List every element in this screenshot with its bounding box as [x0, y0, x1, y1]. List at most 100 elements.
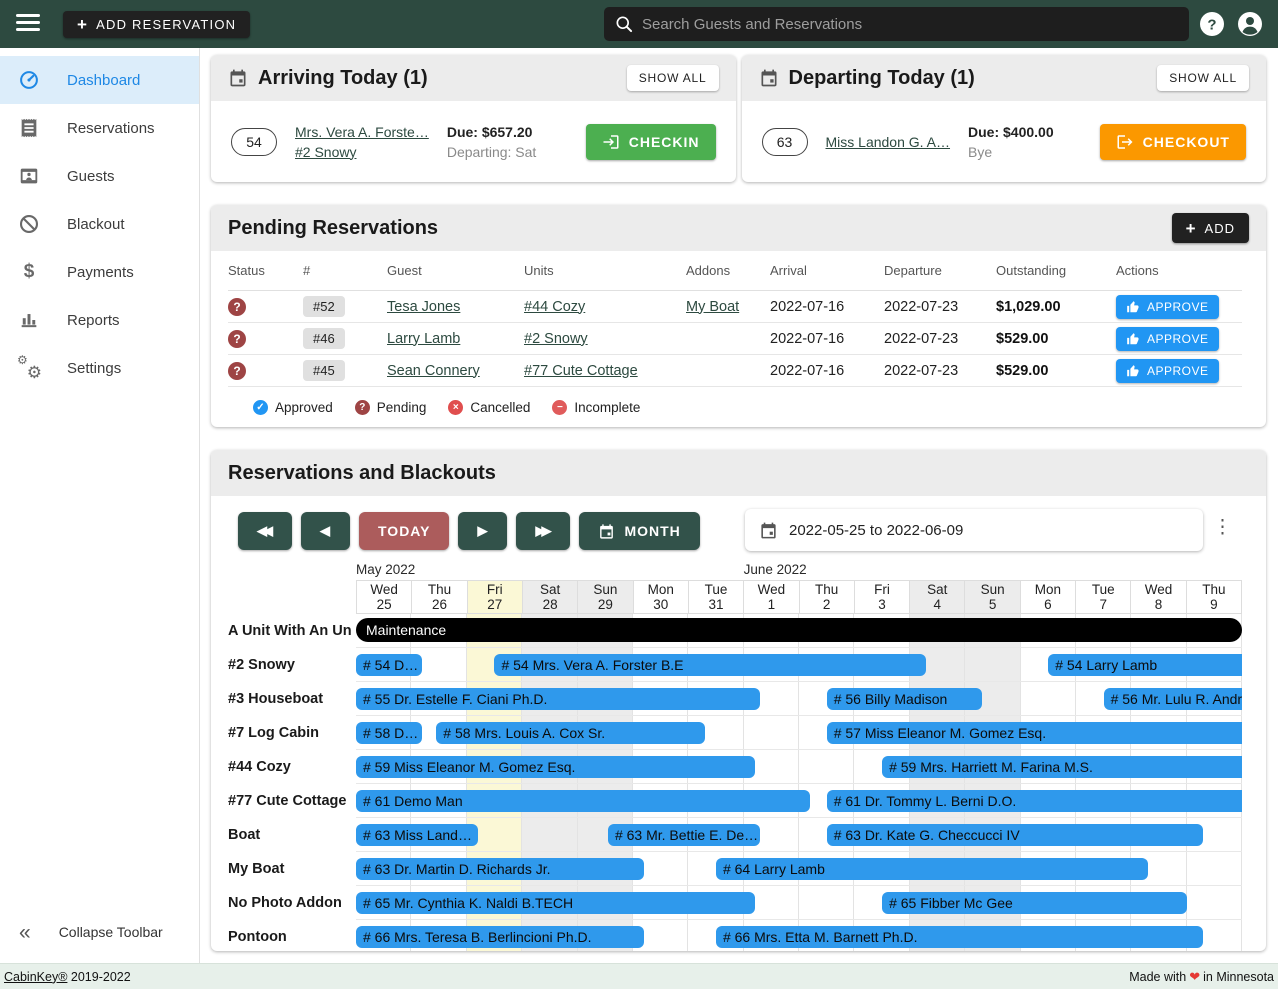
legend-item-cancelled: × Cancelled [448, 399, 530, 415]
reservation-bar[interactable]: # 63 Mr. Bettie E. De… [607, 824, 761, 846]
reservation-bar[interactable]: # 65 Fibber Mc Gee [882, 892, 1187, 914]
approve-button[interactable]: APPROVE [1116, 358, 1219, 383]
calendar-row: #7 Log Cabin # 58 D… # 58 Mrs. Louis A. Co… [228, 716, 1242, 750]
row-track: # 65 Mr. Cynthia K. Naldi B.TECH # 65 Fib… [356, 886, 1242, 920]
day-header-tue-31: Tue 31 [688, 580, 745, 614]
status-pending-icon: ? [228, 297, 246, 316]
departing-show-all-button[interactable]: SHOW ALL [1157, 65, 1249, 91]
sidebar-item-reservations[interactable]: Reservations [0, 104, 199, 152]
row-track: # 59 Miss Eleanor M. Gomez Esq. # 59 Mrs.… [356, 750, 1242, 784]
guest-link[interactable]: Tesa Jones [387, 298, 461, 315]
month-view-button[interactable]: MONTH [579, 512, 700, 550]
column-header-actions: Actions [1116, 263, 1159, 278]
arriving-guest-link[interactable]: Mrs. Vera A. Forste… [295, 123, 429, 140]
reservation-number-chip[interactable]: #52 [303, 296, 345, 317]
today-button[interactable]: TODAY [359, 512, 450, 550]
reservation-bar[interactable]: # 56 Billy Madison [826, 688, 982, 710]
guest-link[interactable]: Larry Lamb [387, 330, 461, 347]
reservation-bar[interactable]: # 58 Mrs. Louis A. Cox Sr. [436, 722, 705, 744]
reservation-bar[interactable]: # 63 Dr. Martin D. Richards Jr. [356, 858, 644, 880]
reservation-bar[interactable]: # 63 Miss Land… [356, 824, 478, 846]
unit-link[interactable]: #44 Cozy [524, 298, 586, 315]
reservation-number-pill[interactable]: 54 [231, 127, 277, 156]
help-icon[interactable]: ? [1199, 11, 1225, 37]
column-header-units: Units [524, 263, 554, 278]
column-header-arrival: Arrival [770, 263, 807, 278]
checkout-button[interactable]: CHECKOUT [1099, 123, 1246, 160]
addon-link[interactable]: My Boat [686, 298, 740, 315]
collapse-chevrons-icon: « [19, 920, 31, 944]
legend-item-pending: ? Pending [354, 399, 426, 415]
backward-button[interactable]: ◀ [301, 512, 350, 550]
reservation-bar[interactable]: # 56 Mr. Lulu R. Andr [1103, 688, 1242, 710]
account-icon[interactable] [1237, 11, 1263, 37]
status-incomplete-icon: − [552, 399, 568, 415]
fast-backward-button[interactable]: ◀◀ [238, 512, 292, 550]
departing-guest-link[interactable]: Miss Landon G. A… [825, 133, 951, 150]
forward-icon: ▶ [477, 523, 489, 538]
reservation-bar[interactable]: # 54 D… [356, 654, 423, 676]
reservation-bar[interactable]: # 65 Mr. Cynthia K. Naldi B.TECH [356, 892, 755, 914]
arriving-today-card: Arriving Today (1) SHOW ALL 54 Mrs. Vera… [211, 55, 736, 182]
unit-label: Pontoon [228, 929, 287, 945]
forward-button[interactable]: ▶ [458, 512, 508, 550]
grid-column [799, 614, 855, 951]
status-pending-icon: ? [228, 361, 246, 380]
unit-label: #7 Log Cabin [228, 725, 320, 741]
pending-reservations-card: Pending Reservations + ADD Status # Guest U… [211, 205, 1266, 427]
reservation-number-chip[interactable]: #46 [303, 328, 345, 349]
reservation-bar[interactable]: # 58 D… [356, 722, 423, 744]
reservation-number-pill[interactable]: 63 [761, 127, 808, 156]
row-track: # 63 Miss Land… # 63 Mr. Bettie E. De… # 6… [356, 818, 1242, 852]
day-header-thu-26: Thu 26 [412, 580, 468, 614]
reservation-number-chip[interactable]: #45 [303, 360, 345, 381]
approve-button[interactable]: APPROVE [1116, 294, 1219, 319]
date-range-input-box[interactable] [745, 509, 1203, 551]
reservation-bar[interactable]: # 57 Miss Eleanor M. Gomez Esq. [826, 722, 1242, 744]
kebab-menu-icon[interactable]: ⋮ [1213, 517, 1232, 538]
add-pending-reservation-button[interactable]: + ADD [1171, 213, 1249, 243]
sidebar-item-blackout[interactable]: Blackout [0, 200, 199, 248]
sidebar-item-settings[interactable]: ⚙ ⚙ Settings [0, 344, 199, 392]
approve-button[interactable]: APPROVE [1116, 326, 1219, 351]
date-range-input[interactable] [789, 521, 1189, 539]
add-reservation-button[interactable]: + ADD RESERVATION [63, 11, 251, 38]
reservation-bar[interactable]: # 61 Demo Man [356, 790, 811, 812]
fast-forward-button[interactable]: ▶▶ [516, 512, 571, 550]
reservation-bar[interactable]: # 61 Dr. Tommy L. Berni D.O. [826, 790, 1242, 812]
reservation-bar[interactable]: # 66 Mrs. Teresa B. Berlincioni Ph.D. [356, 926, 644, 948]
sidebar-item-reports[interactable]: Reports [0, 296, 199, 344]
reservation-bar[interactable]: # 64 Larry Lamb [715, 858, 1148, 880]
reservation-bar[interactable]: # 55 Dr. Estelle F. Ciani Ph.D. [356, 688, 761, 710]
sidebar-item-dashboard[interactable]: Dashboard [0, 56, 199, 104]
departing-today-title: Departing Today (1) [788, 66, 975, 89]
collapse-toolbar-button[interactable]: « Collapse Toolbar [0, 915, 199, 949]
search-input[interactable] [642, 15, 1179, 33]
month-label: June 2022 [743, 562, 807, 577]
unit-link[interactable]: #2 Snowy [524, 330, 588, 347]
row-track: Maintenance [356, 614, 1242, 648]
blackout-bar[interactable]: Maintenance [356, 618, 1242, 642]
sidebar-item-guests[interactable]: Guests [0, 152, 199, 200]
reservation-bar[interactable]: # 54 Mrs. Vera A. Forster B.E [494, 654, 927, 676]
menu-icon[interactable] [16, 14, 40, 34]
guest-link[interactable]: Sean Connery [387, 362, 480, 379]
cabinkey-link[interactable]: CabinKey® [4, 969, 68, 984]
reservation-bar[interactable]: # 66 Mrs. Etta M. Barnett Ph.D. [715, 926, 1204, 948]
reservation-bar[interactable]: # 63 Dr. Kate G. Checcucci IV [826, 824, 1204, 846]
day-header-thu-2: Thu 2 [799, 580, 855, 614]
reservation-bar[interactable]: # 54 Larry Lamb [1048, 654, 1242, 676]
status-pending-icon: ? [228, 329, 246, 348]
status-legend: ✓ Approved? Pending × Cancelled − Incomplete [228, 387, 1242, 427]
unit-link[interactable]: #77 Cute Cottage [524, 362, 638, 379]
reservation-bar[interactable]: # 59 Miss Eleanor M. Gomez Esq. [356, 756, 755, 778]
arriving-show-all-button[interactable]: SHOW ALL [626, 65, 719, 91]
grid-column [744, 614, 799, 951]
payments-icon: $ [23, 261, 35, 282]
reservation-bar[interactable]: # 59 Mrs. Harriett M. Farina M.S. [882, 756, 1242, 778]
departing-today-header: Departing Today (1) SHOW ALL [741, 55, 1266, 101]
arriving-unit-link[interactable]: #2 Snowy [295, 143, 357, 160]
search-bar[interactable] [604, 7, 1189, 41]
sidebar-item-payments[interactable]: $ Payments [0, 248, 199, 296]
checkin-button[interactable]: CHECKIN [585, 123, 716, 160]
